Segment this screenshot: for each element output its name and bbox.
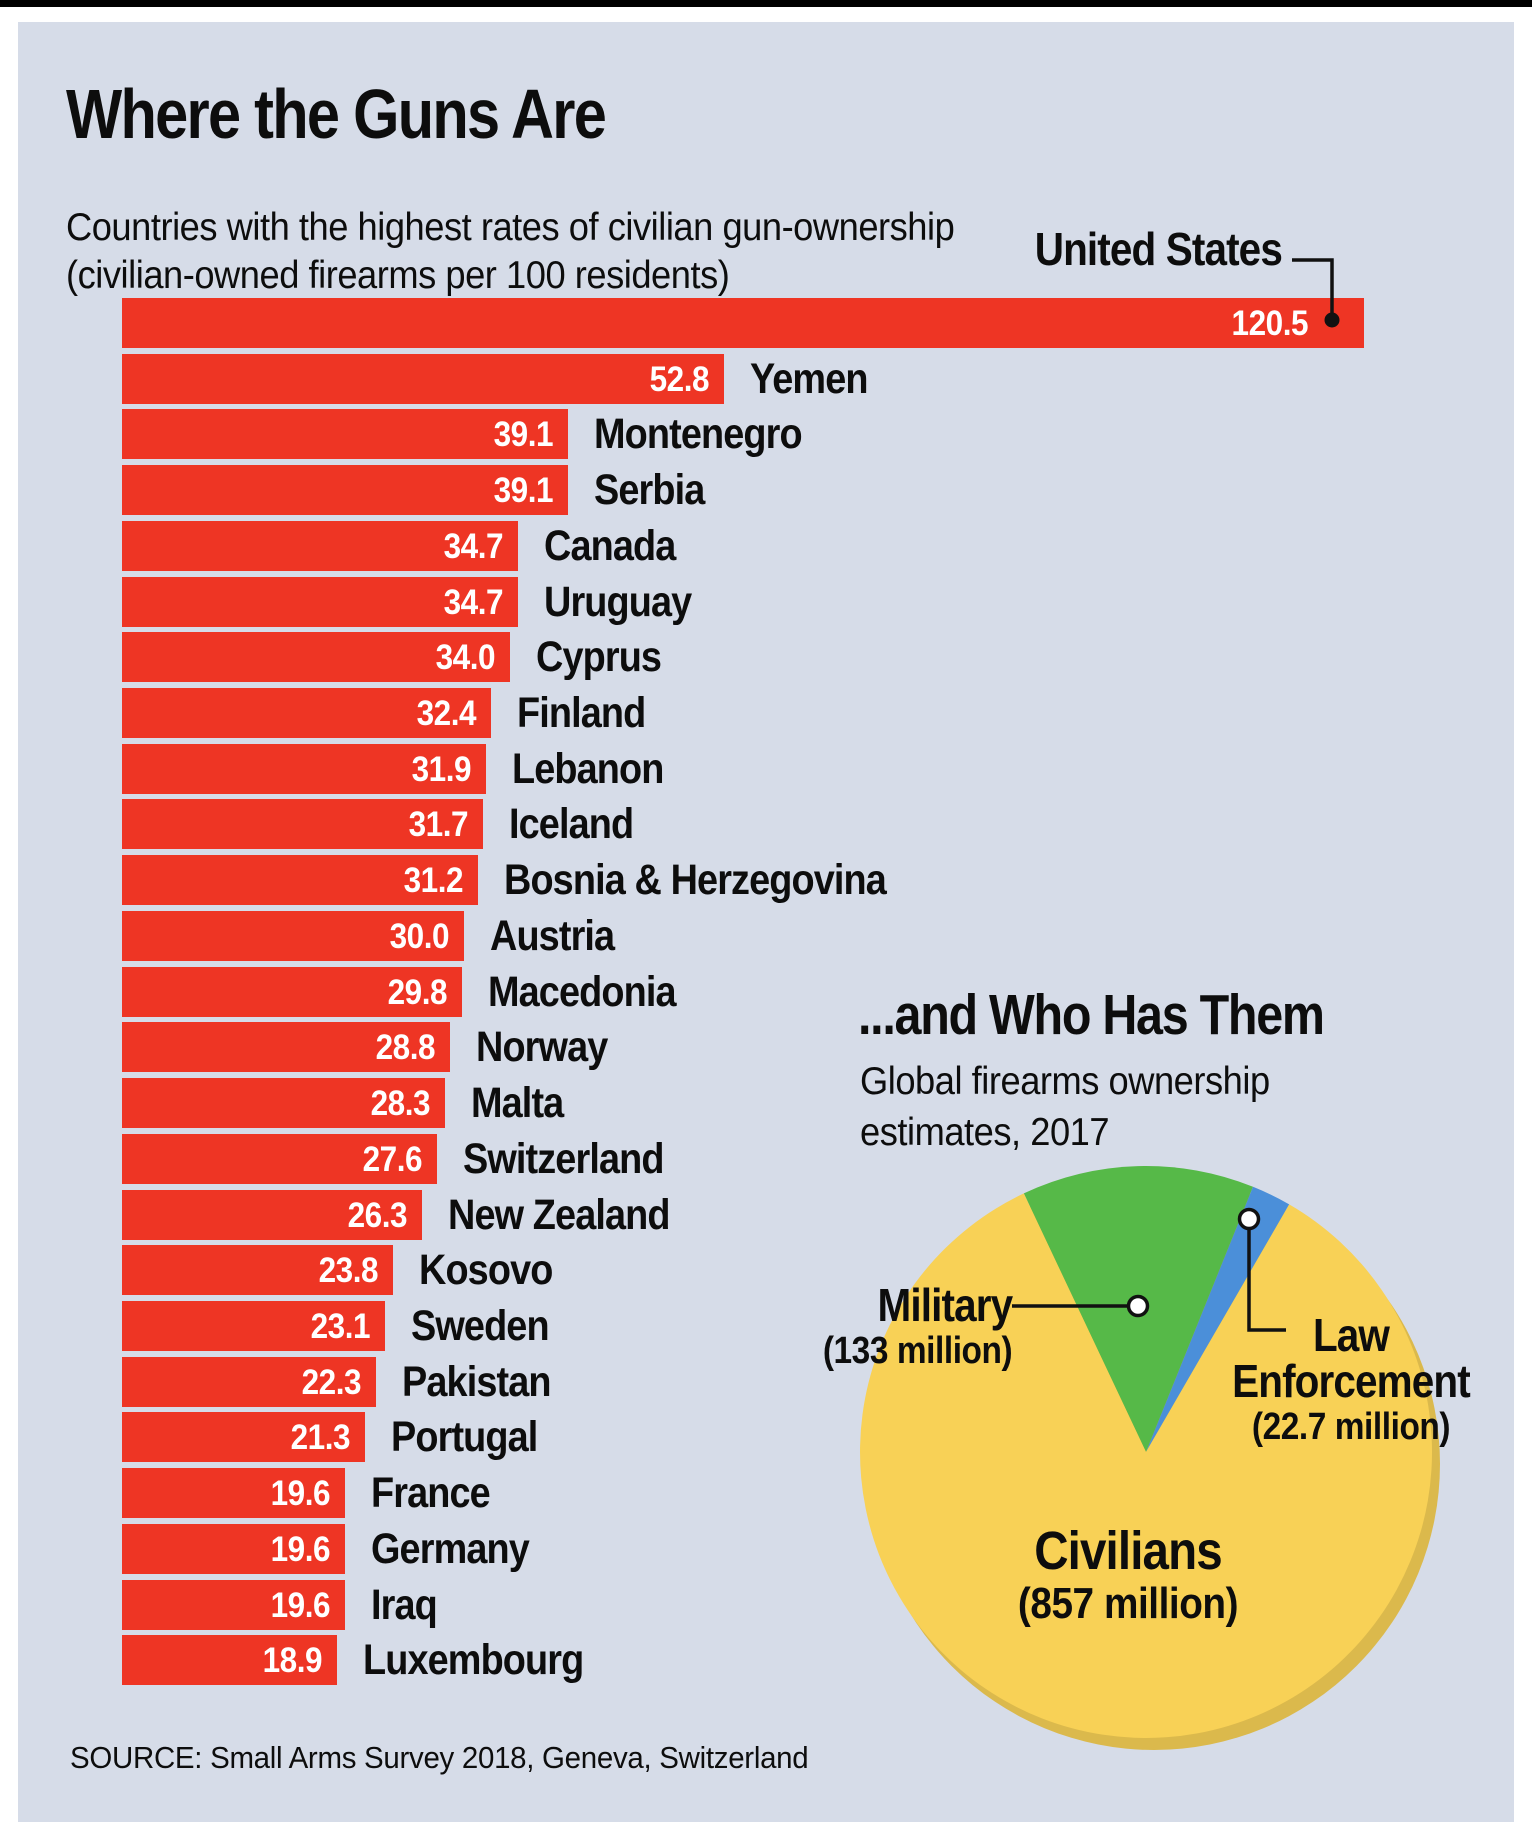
- bar-country-label-iceland: Iceland: [509, 800, 634, 848]
- bar-country-label-austria: Austria: [490, 912, 615, 960]
- bar-kosovo: 23.8: [122, 1245, 393, 1295]
- bar-value-label: 34.7: [443, 583, 503, 622]
- bar-country-label-montenegro: Montenegro: [594, 410, 803, 458]
- united-states-callout-label: United States: [1034, 223, 1283, 275]
- bar-bosnia-herzegovina: 31.2: [122, 855, 478, 905]
- bar-finland: 32.4: [122, 688, 491, 738]
- source-credit: SOURCE: Small Arms Survey 2018, Geneva, …: [70, 1740, 809, 1775]
- bar-value-label: 19.6: [270, 1530, 330, 1569]
- bar-value-label: 18.9: [262, 1641, 322, 1680]
- bar-yemen: 52.8: [122, 354, 724, 404]
- pie-subtitle-line1: Global firearms ownership: [860, 1060, 1270, 1103]
- pie-label-law-line2: Enforcement: [1232, 1355, 1471, 1407]
- bar-canada: 34.7: [122, 521, 518, 571]
- bar-country-label-uruguay: Uruguay: [544, 578, 692, 626]
- bar-value-label: 30.0: [389, 917, 449, 956]
- bar-country-label-malta: Malta: [471, 1079, 564, 1127]
- page-subtitle: Countries with the highest rates of civi…: [66, 204, 955, 300]
- bar-iceland: 31.7: [122, 799, 483, 849]
- pie-label-civilians-name: Civilians: [1034, 1521, 1222, 1581]
- bar-country-label-switzerland: Switzerland: [463, 1135, 664, 1183]
- bar-value-label: 19.6: [270, 1474, 330, 1513]
- page-subtitle-line1: Countries with the highest rates of civi…: [66, 206, 955, 249]
- bar-austria: 30.0: [122, 911, 464, 961]
- pie-label-military-amount: (133 million): [822, 1330, 1013, 1372]
- bar-country-label-kosovo: Kosovo: [419, 1246, 553, 1294]
- bar-country-label-new-zealand: New Zealand: [448, 1191, 671, 1239]
- bar-macedonia: 29.8: [122, 967, 462, 1017]
- page-subtitle-line2: (civilian-owned firearms per 100 residen…: [66, 254, 730, 297]
- pie-chart-subtitle: Global firearms ownership estimates, 201…: [860, 1056, 1270, 1158]
- page-title: Where the Guns Are: [66, 75, 607, 153]
- pie-label-law-enforcement: Law Enforcement (22.7 million): [1206, 1312, 1496, 1450]
- bar-pakistan: 22.3: [122, 1357, 376, 1407]
- bar-value-label: 29.8: [387, 973, 447, 1012]
- bar-country-label-canada: Canada: [544, 522, 676, 570]
- bar-sweden: 23.1: [122, 1301, 385, 1351]
- bar-country-label-pakistan: Pakistan: [402, 1358, 551, 1406]
- bar-country-label-serbia: Serbia: [594, 466, 705, 514]
- pie-label-law-amount: (22.7 million): [1251, 1406, 1451, 1448]
- bar-value-label: 26.3: [347, 1196, 407, 1235]
- bar-value-label: 34.7: [443, 527, 503, 566]
- bar-country-label-norway: Norway: [476, 1023, 608, 1071]
- bar-value-label: 31.7: [408, 805, 468, 844]
- bar-country-label-lebanon: Lebanon: [512, 745, 664, 793]
- bar-malta: 28.3: [122, 1078, 445, 1128]
- bar-new-zealand: 26.3: [122, 1190, 422, 1240]
- bar-value-label: 28.3: [370, 1084, 430, 1123]
- bar-country-label-luxembourg: Luxembourg: [363, 1636, 584, 1684]
- bar-country-label-finland: Finland: [517, 689, 646, 737]
- bar-value-label: 39.1: [493, 415, 553, 454]
- bar-country-label-bosnia-herzegovina: Bosnia & Herzegovina: [504, 856, 887, 904]
- bar-value-label: 23.8: [318, 1251, 378, 1290]
- pie-label-civilians-amount: (857 million): [1017, 1579, 1239, 1628]
- bar-switzerland: 27.6: [122, 1134, 437, 1184]
- bar-cyprus: 34.0: [122, 632, 510, 682]
- pie-label-military: Military (133 million): [822, 1279, 1013, 1374]
- bar-serbia: 39.1: [122, 465, 568, 515]
- bar-value-label: 22.3: [301, 1363, 361, 1402]
- bar-country-label-iraq: Iraq: [371, 1581, 438, 1629]
- bar-iraq: 19.6: [122, 1580, 345, 1630]
- bar-germany: 19.6: [122, 1524, 345, 1574]
- bar-country-label-sweden: Sweden: [411, 1302, 550, 1350]
- bar-luxembourg: 18.9: [122, 1635, 337, 1685]
- pie-label-civilians: Civilians (857 million): [977, 1522, 1280, 1628]
- bar-value-label: 28.8: [375, 1028, 435, 1067]
- bar-portugal: 21.3: [122, 1412, 365, 1462]
- bar-country-label-portugal: Portugal: [391, 1413, 538, 1461]
- pie-label-law-line1: Law: [1312, 1309, 1390, 1361]
- bar-value-label: 31.2: [403, 861, 463, 900]
- bar-montenegro: 39.1: [122, 409, 568, 459]
- bar-norway: 28.8: [122, 1022, 450, 1072]
- bar-lebanon: 31.9: [122, 744, 486, 794]
- bar-value-label: 120.5: [1231, 304, 1308, 343]
- bar-united-states: 120.5: [122, 298, 1364, 348]
- bar-value-label: 19.6: [270, 1586, 330, 1625]
- bar-country-label-yemen: Yemen: [750, 355, 868, 403]
- bar-france: 19.6: [122, 1468, 345, 1518]
- bar-uruguay: 34.7: [122, 577, 518, 627]
- bar-value-label: 34.0: [435, 638, 495, 677]
- bar-country-label-macedonia: Macedonia: [488, 968, 677, 1016]
- pie-chart-title: ...and Who Has Them: [858, 983, 1325, 1047]
- bar-value-label: 32.4: [416, 694, 476, 733]
- bar-country-label-germany: Germany: [371, 1525, 530, 1573]
- bar-value-label: 39.1: [493, 471, 553, 510]
- pie-subtitle-line2: estimates, 2017: [860, 1111, 1110, 1154]
- bar-value-label: 21.3: [290, 1418, 350, 1457]
- pie-label-military-name: Military: [877, 1279, 1013, 1331]
- bar-value-label: 23.1: [310, 1307, 370, 1346]
- bar-value-label: 52.8: [649, 360, 709, 399]
- top-black-strip: [0, 0, 1532, 7]
- bar-country-label-cyprus: Cyprus: [536, 633, 662, 681]
- bar-value-label: 27.6: [362, 1140, 422, 1179]
- bar-country-label-france: France: [371, 1469, 491, 1517]
- bar-value-label: 31.9: [411, 750, 471, 789]
